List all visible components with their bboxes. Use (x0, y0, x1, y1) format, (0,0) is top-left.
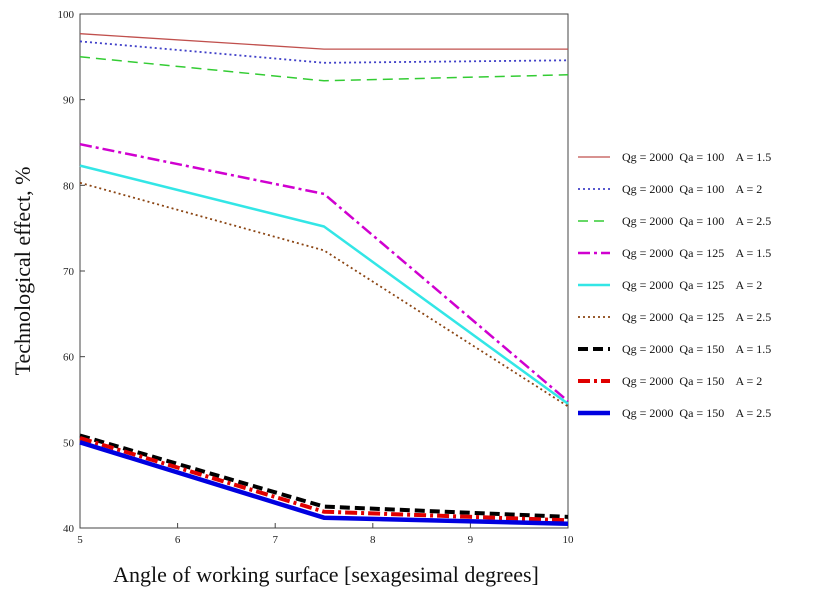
legend-label-3: Qg = 2000 Qa = 100 A = 2.5 (622, 214, 771, 228)
y-tick-label: 70 (63, 266, 75, 278)
legend-label-1: Qg = 2000 Qa = 100 A = 1.5 (622, 150, 771, 164)
legend-label-7: Qg = 2000 Qa = 150 A = 1.5 (622, 342, 771, 356)
y-axis-title: Technological effect, % (10, 167, 35, 376)
series-line-6 (79, 181, 569, 408)
x-tick-label: 8 (370, 534, 376, 546)
legend-label-5: Qg = 2000 Qa = 125 A = 2 (622, 278, 762, 292)
x-tick-label: 6 (175, 534, 181, 546)
series-lines (79, 33, 569, 526)
series-line-7 (79, 433, 569, 519)
y-tick-label: 40 (63, 523, 75, 535)
x-axis-title: Angle of working surface [sexagesimal de… (113, 562, 539, 587)
series-line-5 (79, 164, 569, 405)
legend-label-4: Qg = 2000 Qa = 125 A = 1.5 (622, 246, 771, 260)
y-tick-label: 100 (58, 9, 75, 21)
x-axis-ticks: 5 6 7 8 9 10 (77, 523, 574, 546)
y-axis-ticks: 40 50 60 70 80 90 100 (58, 9, 85, 535)
series-line-1 (79, 33, 568, 50)
legend: Qg = 2000 Qa = 100 A = 1.5 Qg = 2000 Qa =… (578, 150, 771, 420)
legend-label-6: Qg = 2000 Qa = 125 A = 2.5 (622, 310, 771, 324)
series-line-4 (79, 142, 569, 403)
series-line-8 (79, 436, 569, 523)
series-line-9 (79, 440, 569, 526)
legend-label-9: Qg = 2000 Qa = 150 A = 2.5 (622, 406, 771, 420)
y-tick-label: 90 (63, 95, 75, 107)
series-line-3 (79, 56, 569, 82)
y-tick-label: 60 (63, 352, 75, 364)
plot-area-frame (79, 13, 569, 529)
x-tick-label: 5 (77, 534, 83, 546)
x-tick-label: 7 (272, 534, 278, 546)
x-tick-label: 10 (563, 534, 575, 546)
y-tick-label: 80 (63, 180, 75, 192)
y-tick-label: 50 (63, 437, 75, 449)
legend-label-2: Qg = 2000 Qa = 100 A = 2 (622, 182, 762, 196)
series-line-2 (79, 40, 569, 64)
x-tick-label: 9 (468, 534, 474, 546)
legend-label-8: Qg = 2000 Qa = 150 A = 2 (622, 374, 762, 388)
